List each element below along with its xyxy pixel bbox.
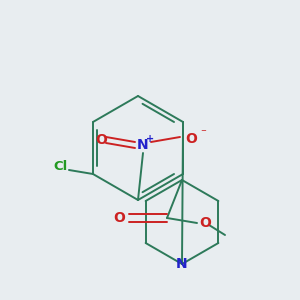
Text: N: N [137,138,149,152]
Text: ⁻: ⁻ [200,128,206,138]
Text: O: O [185,132,197,146]
Text: Cl: Cl [54,160,68,172]
Text: O: O [95,133,107,147]
Text: O: O [199,216,211,230]
Text: N: N [176,257,188,271]
Text: +: + [146,134,154,144]
Text: O: O [113,211,125,225]
